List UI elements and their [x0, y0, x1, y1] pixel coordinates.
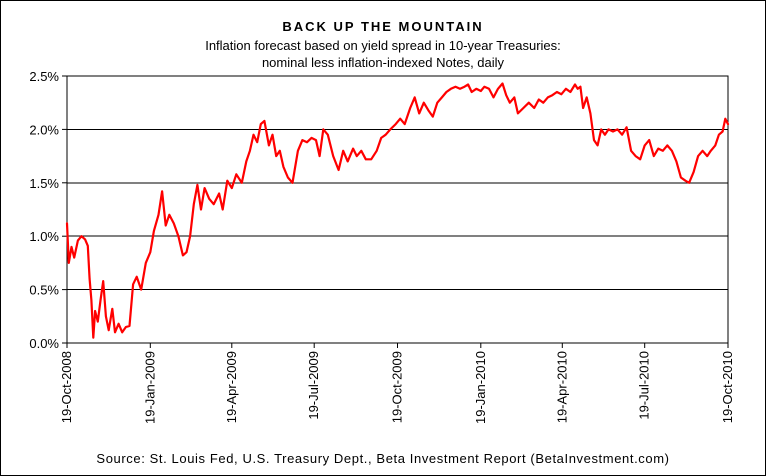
- source-note: Source: St. Louis Fed, U.S. Treasury Dep…: [96, 451, 670, 466]
- y-tick-label: 1.0%: [29, 229, 59, 244]
- x-tick-label: 19-Jul-2010: [637, 351, 652, 420]
- y-tick-label: 1.5%: [29, 176, 59, 191]
- x-tick-label: 19-Apr-2010: [554, 351, 569, 423]
- y-tick-label: 0.0%: [29, 336, 59, 351]
- y-tick-label: 2.5%: [29, 69, 59, 84]
- x-tick-label: 19-Jan-2010: [473, 351, 488, 424]
- y-axis-tick-labels: 0.0% 0.5% 1.0% 1.5% 2.0% 2.5%: [29, 69, 59, 351]
- x-tick-label: 19-Oct-2008: [59, 351, 74, 423]
- x-axis-tick-labels: 19-Oct-2008 19-Jan-2009 19-Apr-2009 19-Jul-…: [59, 343, 735, 424]
- x-tick-label: 19-Oct-2009: [390, 351, 405, 423]
- x-tick-label: 19-Oct-2010: [720, 351, 735, 423]
- chart-title: BACK UP THE MOUNTAIN: [282, 19, 484, 34]
- series-layer: [65, 82, 730, 339]
- x-tick-label: 19-Jul-2009: [306, 351, 321, 420]
- y-tick-label: 0.5%: [29, 283, 59, 298]
- chart-subtitle-line-1: Inflation forecast based on yield spread…: [205, 38, 561, 53]
- chart-subtitle-line-2: nominal less inflation-indexed Notes, da…: [261, 55, 505, 70]
- gridlines: [62, 75, 728, 344]
- series-line: [65, 82, 730, 339]
- x-tick-label: 19-Jan-2009: [142, 351, 157, 424]
- plot-area: [66, 75, 729, 344]
- y-tick-label: 2.0%: [29, 122, 59, 137]
- x-tick-label: 19-Apr-2009: [224, 351, 239, 423]
